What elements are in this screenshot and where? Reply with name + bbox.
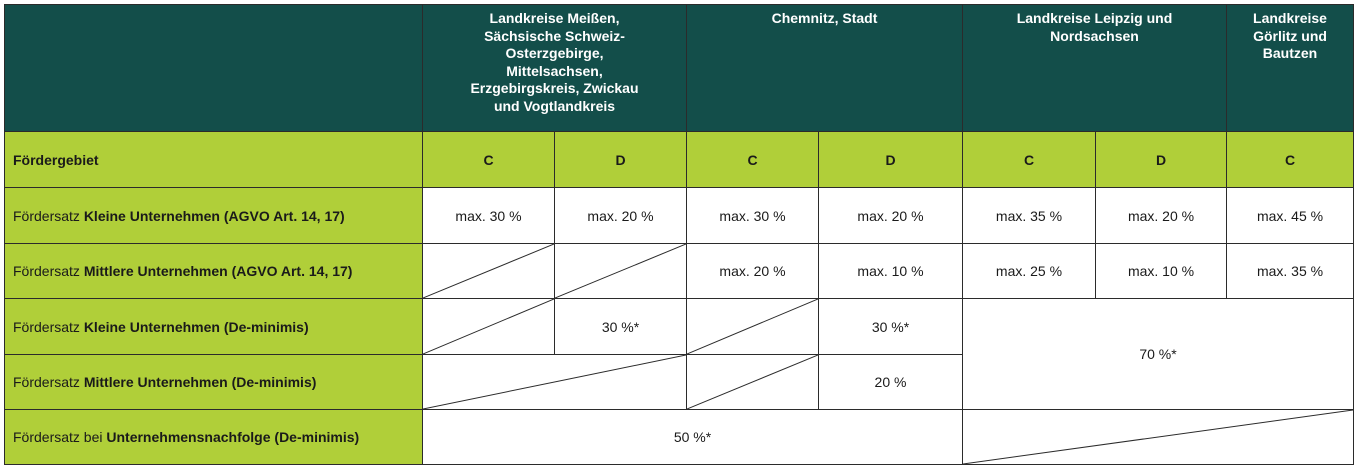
area-cell: C <box>1226 131 1355 188</box>
diagonal-strike <box>687 299 818 354</box>
value-cell: 30 %* <box>818 298 963 355</box>
value-cell: max. 30 % <box>422 187 555 244</box>
area-cell: D <box>554 131 687 188</box>
value-cell: 20 % <box>818 354 963 410</box>
table-row: Fördersatz Kleine Unternehmen (De-minimi… <box>4 298 1355 410</box>
not-applicable-cell <box>686 298 819 355</box>
diagonal-strike <box>423 244 554 298</box>
foerdergebiet-row: Fördergebiet C D C D C D C <box>4 131 1355 188</box>
table-row: Fördersatz Mittlere Unternehmen (AGVO Ar… <box>4 243 1355 299</box>
area-cell: D <box>818 131 963 188</box>
header-col-chemnitz: Chemnitz, Stadt <box>686 4 963 132</box>
diagonal-strike <box>687 355 818 409</box>
value-cell: max. 10 % <box>1094 243 1228 299</box>
table-row: Fördersatz Kleine Unternehmen (AGVO Art.… <box>4 187 1355 244</box>
not-applicable-cell <box>422 354 687 410</box>
row-label: Fördersatz Kleine Unternehmen (De-minimi… <box>4 298 423 355</box>
diagonal-strike <box>423 299 554 354</box>
value-cell: max. 20 % <box>686 243 819 299</box>
row-label: Fördersatz Mittlere Unternehmen (De-mini… <box>4 354 423 410</box>
diagonal-strike <box>555 244 686 298</box>
row-label: Fördersatz Mittlere Unternehmen (AGVO Ar… <box>4 243 423 299</box>
value-cell: max. 20 % <box>1094 187 1228 244</box>
diagonal-strike <box>963 410 1353 464</box>
table-row: Fördersatz bei Unternehmensnachfolge (De… <box>4 409 1355 465</box>
header-col-goerlitz-bautzen: Landkreise Görlitz und Bautzen <box>1226 4 1355 132</box>
not-applicable-cell <box>554 243 687 299</box>
merged-value-cell: 70 %* <box>961 298 1355 410</box>
value-cell: max. 35 % <box>1226 243 1355 299</box>
value-cell: max. 45 % <box>1226 187 1355 244</box>
header-row: Landkreise Meißen, Sächsische Schweiz-Os… <box>4 4 1355 132</box>
value-cell: 30 %* <box>554 298 687 355</box>
area-cell: C <box>962 131 1096 188</box>
not-applicable-cell <box>422 243 555 299</box>
header-col-landkreise-meissen: Landkreise Meißen, Sächsische Schweiz-Os… <box>422 4 687 132</box>
merged-value-cell: 50 %* <box>422 409 963 465</box>
header-col-leipzig-nordsachsen: Landkreise Leipzig und Nordsachsen <box>961 4 1228 132</box>
value-cell: max. 20 % <box>818 187 963 244</box>
area-cell: C <box>422 131 555 188</box>
not-applicable-cell <box>422 298 555 355</box>
not-applicable-cell <box>961 409 1355 465</box>
value-cell: max. 25 % <box>962 243 1096 299</box>
value-cell: max. 20 % <box>554 187 687 244</box>
foerdersatz-table: Landkreise Meißen, Sächsische Schweiz-Os… <box>4 4 1355 465</box>
foerdergebiet-label: Fördergebiet <box>4 131 423 188</box>
header-empty-cell <box>4 4 423 132</box>
row-label: Fördersatz Kleine Unternehmen (AGVO Art.… <box>4 187 423 244</box>
area-cell: C <box>686 131 819 188</box>
not-applicable-cell <box>686 354 819 410</box>
value-cell: max. 10 % <box>818 243 963 299</box>
area-cell: D <box>1094 131 1228 188</box>
row-label: Fördersatz bei Unternehmensnachfolge (De… <box>4 409 423 465</box>
value-cell: max. 30 % <box>686 187 819 244</box>
value-cell: max. 35 % <box>962 187 1096 244</box>
diagonal-strike <box>423 355 686 409</box>
